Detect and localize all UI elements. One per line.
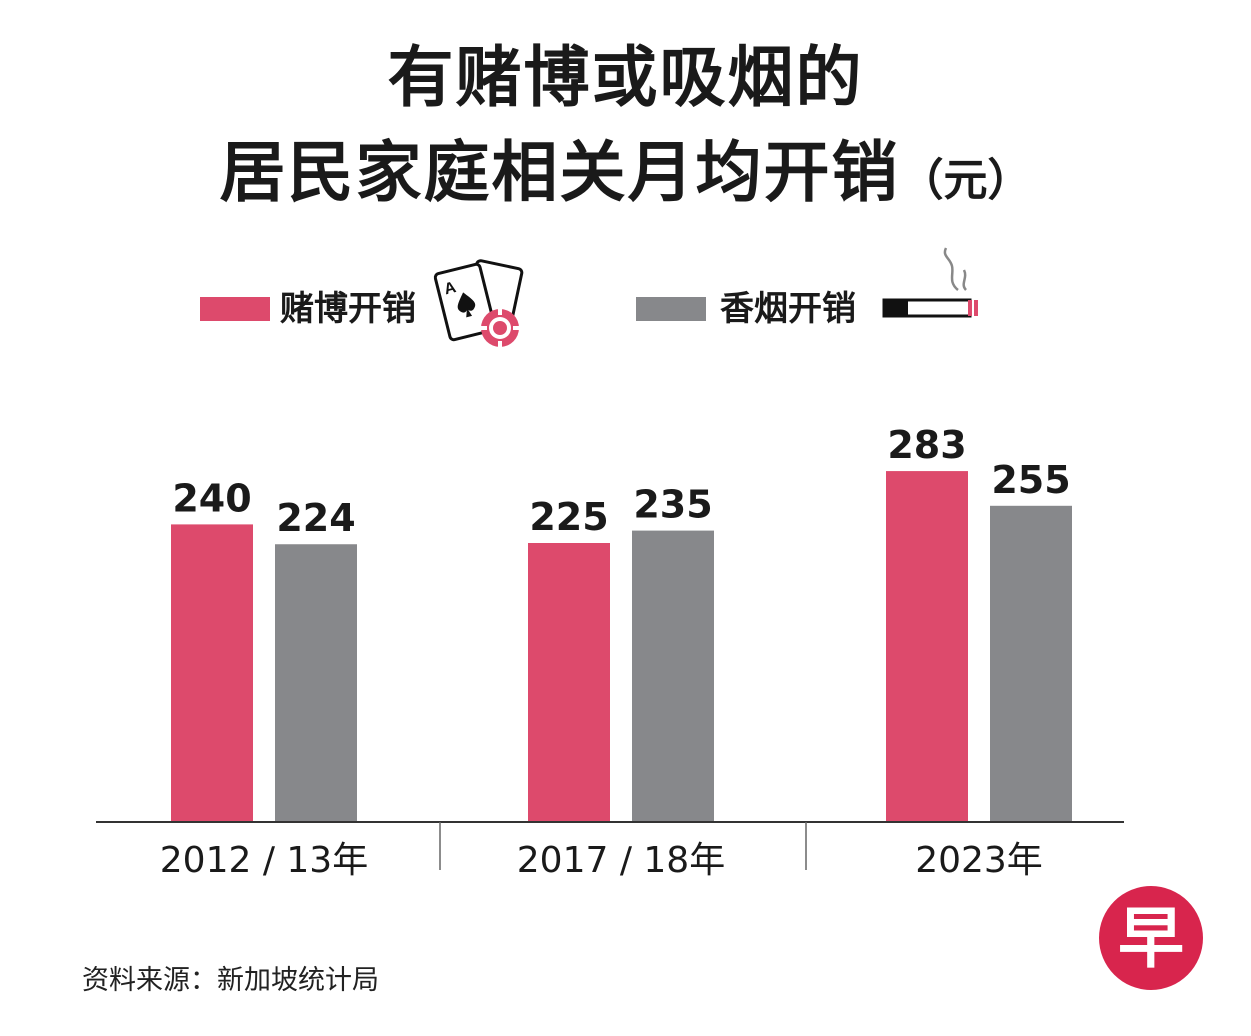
legend-swatch-cigarette bbox=[636, 297, 706, 321]
title-line-1: 有赌博或吸烟的 bbox=[387, 39, 864, 116]
data-label-gambling-1: 225 bbox=[529, 495, 608, 539]
bar-cigarette-0 bbox=[275, 544, 357, 822]
bar-gambling-2 bbox=[886, 471, 968, 822]
legend-swatch-gambling bbox=[200, 297, 270, 321]
playing-cards-chip-icon: A bbox=[433, 259, 524, 347]
bar-chart: 240 224 2012 / 13年 225 235 2017 / 18年 283 255 20… bbox=[96, 423, 1124, 881]
title-main-text: 居民家庭相关月均开销 bbox=[219, 134, 900, 211]
legend-label-gambling: 赌博开销 bbox=[280, 289, 416, 329]
bar-cigarette-1 bbox=[632, 530, 714, 822]
bar-cigarette-2 bbox=[990, 505, 1072, 822]
category-label-2012-13: 2012 / 13年 bbox=[160, 840, 368, 881]
svg-text:A: A bbox=[442, 279, 458, 298]
data-label-gambling-2: 283 bbox=[887, 423, 966, 467]
legend-label-cigarette: 香烟开销 bbox=[720, 289, 856, 329]
bar-gambling-0 bbox=[171, 524, 253, 822]
source-note: 资料来源：新加坡统计局 bbox=[82, 965, 379, 996]
category-label-2023: 2023年 bbox=[915, 840, 1043, 881]
data-label-cigarette-1: 235 bbox=[633, 483, 712, 527]
publisher-logo: 早 bbox=[1099, 886, 1203, 990]
data-label-cigarette-0: 224 bbox=[276, 496, 355, 540]
cigarette-icon bbox=[882, 247, 978, 318]
category-label-2017-18: 2017 / 18年 bbox=[517, 840, 725, 881]
data-label-cigarette-2: 255 bbox=[991, 458, 1070, 502]
logo-text: 早 bbox=[1118, 900, 1184, 977]
bar-gambling-1 bbox=[528, 543, 610, 822]
title-line-2: 居民家庭相关月均开销（元） bbox=[0, 140, 1251, 206]
title-unit: （元） bbox=[899, 155, 1032, 206]
data-label-gambling-0: 240 bbox=[172, 476, 251, 520]
